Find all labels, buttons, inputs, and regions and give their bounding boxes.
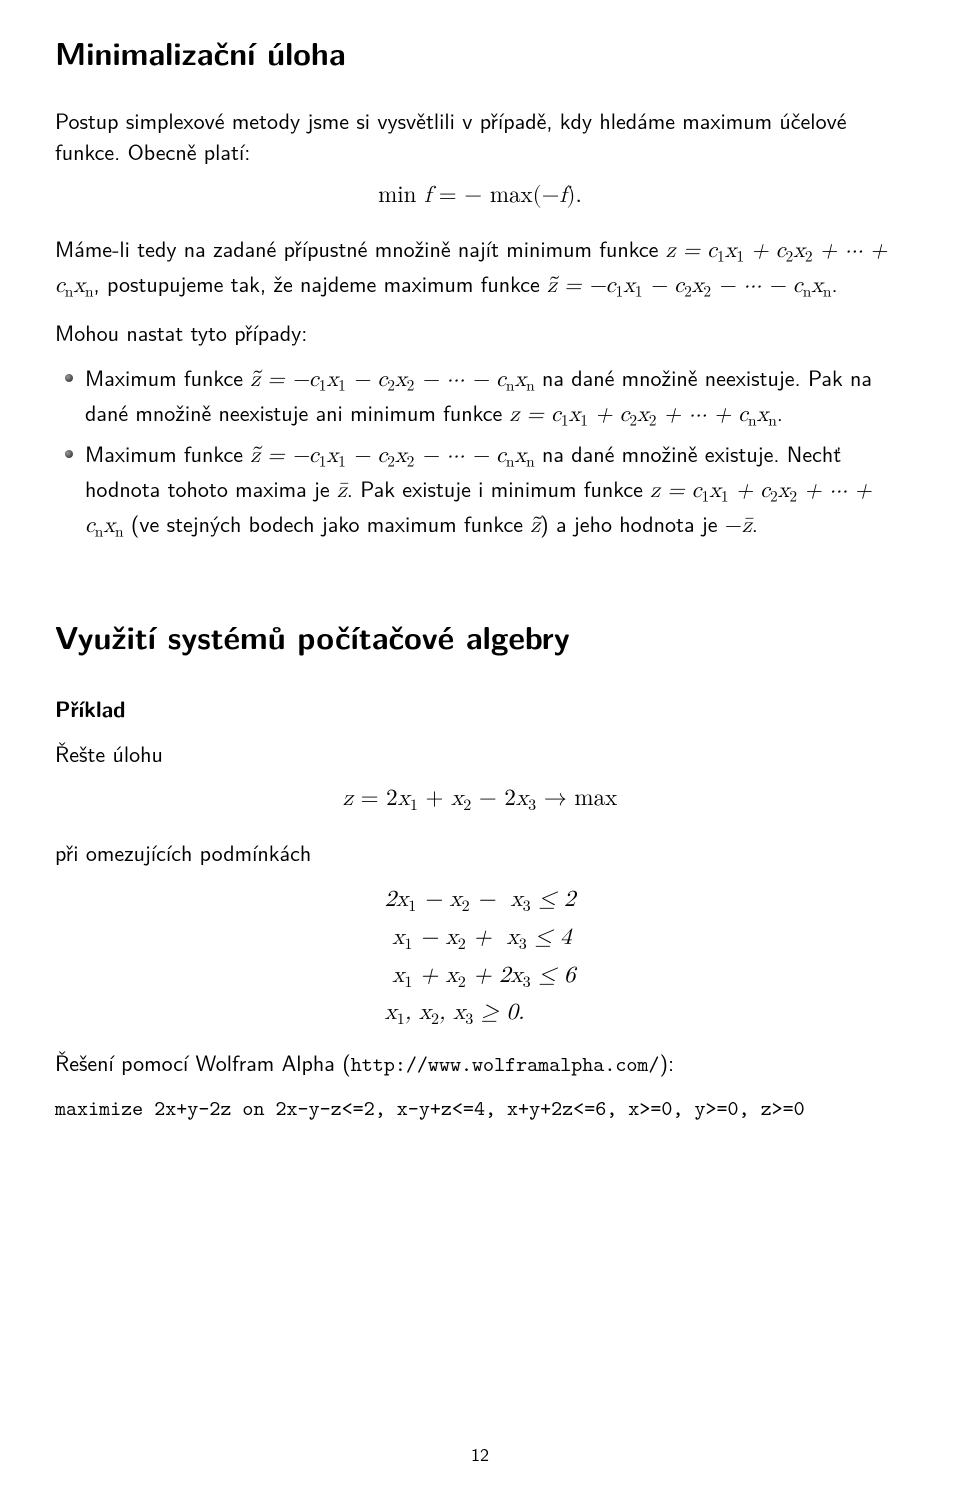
- solution-lead: Řešení pomocí Wolfram Alpha (http://www.…: [55, 1047, 905, 1079]
- wolfram-code: maximize 2x+y-2z on 2x-y-z<=2, x-y+z<=4,…: [55, 1094, 905, 1123]
- section-title-cas: Využití systémů počítačové algebry: [55, 614, 905, 659]
- case-item-existuje: Maximum funkce z̃ = −c1x1 − c2x2 − ··· −…: [55, 438, 905, 544]
- example-heading: Příklad: [55, 693, 905, 724]
- page-number: 12: [0, 1441, 960, 1466]
- example-task-line: Řešte úlohu: [55, 738, 905, 769]
- case-item-neexistuje: Maximum funkce z̃ = −c1x1 − c2x2 − ··· −…: [55, 362, 905, 432]
- objective-equation: z = 2x1 + x2 − 2x3 → max: [55, 783, 905, 817]
- section-title: Minimalizační úloha: [55, 30, 905, 75]
- equation-minmax: min f = − max(−f).: [55, 180, 905, 212]
- constraint-block: 2x1 − x2 − x3 ≤ 2 x1 − x2 + x3 ≤ 4 x1 + …: [385, 882, 576, 1033]
- intro-paragraph: Postup simplexové metody jsme si vysvětl…: [55, 105, 905, 167]
- wolfram-url: http://www.wolframalpha.com/: [351, 1050, 660, 1078]
- para-minimization: Máme-li tedy na zadané přípustné množině…: [55, 233, 905, 303]
- constraints-lead: při omezujících podmínkách: [55, 837, 905, 868]
- case-list: Maximum funkce z̃ = −c1x1 − c2x2 − ··· −…: [55, 362, 905, 544]
- cases-lead: Mohou nastat tyto případy:: [55, 317, 905, 348]
